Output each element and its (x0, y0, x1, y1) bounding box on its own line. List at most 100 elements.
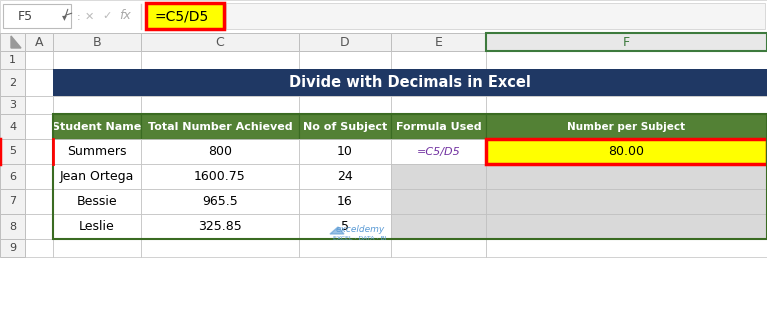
Text: 5: 5 (9, 147, 16, 157)
Bar (0, 33, 25, 51)
Bar (0, 139, 25, 164)
Bar (25, 139, 53, 164)
Bar (141, 239, 299, 257)
Bar (299, 164, 391, 189)
Bar (25, 239, 53, 257)
Bar (53, 189, 141, 214)
Bar (3, 4, 71, 28)
Text: 10: 10 (337, 145, 353, 158)
Bar (141, 139, 299, 164)
Bar (0, 114, 25, 139)
Text: Divide with Decimals in Excel: Divide with Decimals in Excel (289, 75, 531, 90)
Bar (299, 214, 391, 239)
Bar (486, 164, 767, 189)
Bar (25, 164, 53, 189)
Bar (141, 51, 299, 69)
Bar (299, 114, 391, 139)
Text: Jean Ortega: Jean Ortega (60, 170, 134, 183)
Bar (141, 114, 299, 139)
Bar (141, 114, 299, 139)
Bar (391, 139, 486, 164)
Text: D: D (341, 36, 350, 49)
Bar (53, 114, 141, 139)
Text: 8: 8 (9, 221, 16, 231)
Text: 80.00: 80.00 (608, 145, 644, 158)
Bar (486, 139, 767, 164)
Bar (299, 214, 391, 239)
Bar (391, 164, 486, 189)
Text: 24: 24 (337, 170, 353, 183)
Text: Student Name: Student Name (52, 122, 142, 132)
Text: Total Number Achieved: Total Number Achieved (148, 122, 292, 132)
Bar (486, 239, 767, 257)
Text: EXCEL · DATA · BI: EXCEL · DATA · BI (333, 236, 387, 241)
Bar (486, 214, 767, 239)
Text: A: A (35, 36, 43, 49)
Bar (391, 139, 486, 164)
Bar (146, 3, 224, 29)
Text: 5: 5 (341, 220, 349, 233)
Bar (391, 114, 486, 139)
Bar (391, 214, 486, 239)
Text: F5: F5 (18, 10, 32, 23)
Bar (53, 164, 141, 189)
Bar (486, 114, 767, 139)
Bar (0, 33, 767, 51)
Bar (53, 69, 141, 96)
Bar (486, 189, 767, 214)
Text: 9: 9 (9, 243, 16, 253)
Bar (0, 69, 25, 96)
Bar (141, 96, 299, 114)
Bar (25, 33, 53, 51)
Bar (25, 69, 53, 96)
Bar (486, 214, 767, 239)
Text: Formula Used: Formula Used (396, 122, 482, 132)
Bar (53, 51, 141, 69)
Bar (141, 189, 299, 214)
Bar (0, 239, 25, 257)
Bar (391, 189, 486, 214)
Bar (53, 33, 141, 51)
Bar (141, 164, 299, 189)
Text: E: E (435, 36, 443, 49)
Bar (141, 214, 299, 239)
Bar (299, 51, 391, 69)
Bar (53, 69, 767, 96)
Text: 1600.75: 1600.75 (194, 170, 246, 183)
Text: 7: 7 (9, 196, 16, 206)
Bar (0, 164, 25, 189)
Bar (391, 239, 486, 257)
Bar (299, 164, 391, 189)
Bar (391, 214, 486, 239)
Text: 325.85: 325.85 (198, 220, 242, 233)
Bar (141, 189, 299, 214)
Bar (141, 33, 299, 51)
Bar (53, 139, 141, 164)
Text: exceldemy: exceldemy (335, 225, 384, 234)
Text: fx: fx (119, 9, 131, 22)
Text: ▾: ▾ (61, 12, 67, 22)
Text: Leslie: Leslie (79, 220, 115, 233)
Text: 3: 3 (9, 100, 16, 110)
Bar (391, 33, 486, 51)
Text: 800: 800 (208, 145, 232, 158)
Bar (53, 164, 141, 189)
Text: 16: 16 (337, 195, 353, 208)
Bar (25, 189, 53, 214)
Text: Bessie: Bessie (77, 195, 117, 208)
Bar (141, 164, 299, 189)
Text: C: C (216, 36, 225, 49)
Bar (25, 214, 53, 239)
Bar (299, 69, 391, 96)
Bar (25, 96, 53, 114)
Bar (0, 51, 25, 69)
Text: 965.5: 965.5 (202, 195, 238, 208)
Bar (53, 114, 767, 239)
Bar (299, 33, 391, 51)
Bar (299, 189, 391, 214)
Bar (53, 214, 141, 239)
Bar (391, 164, 486, 189)
Bar (391, 96, 486, 114)
Text: =C5/D5: =C5/D5 (154, 9, 209, 23)
Polygon shape (11, 36, 21, 48)
